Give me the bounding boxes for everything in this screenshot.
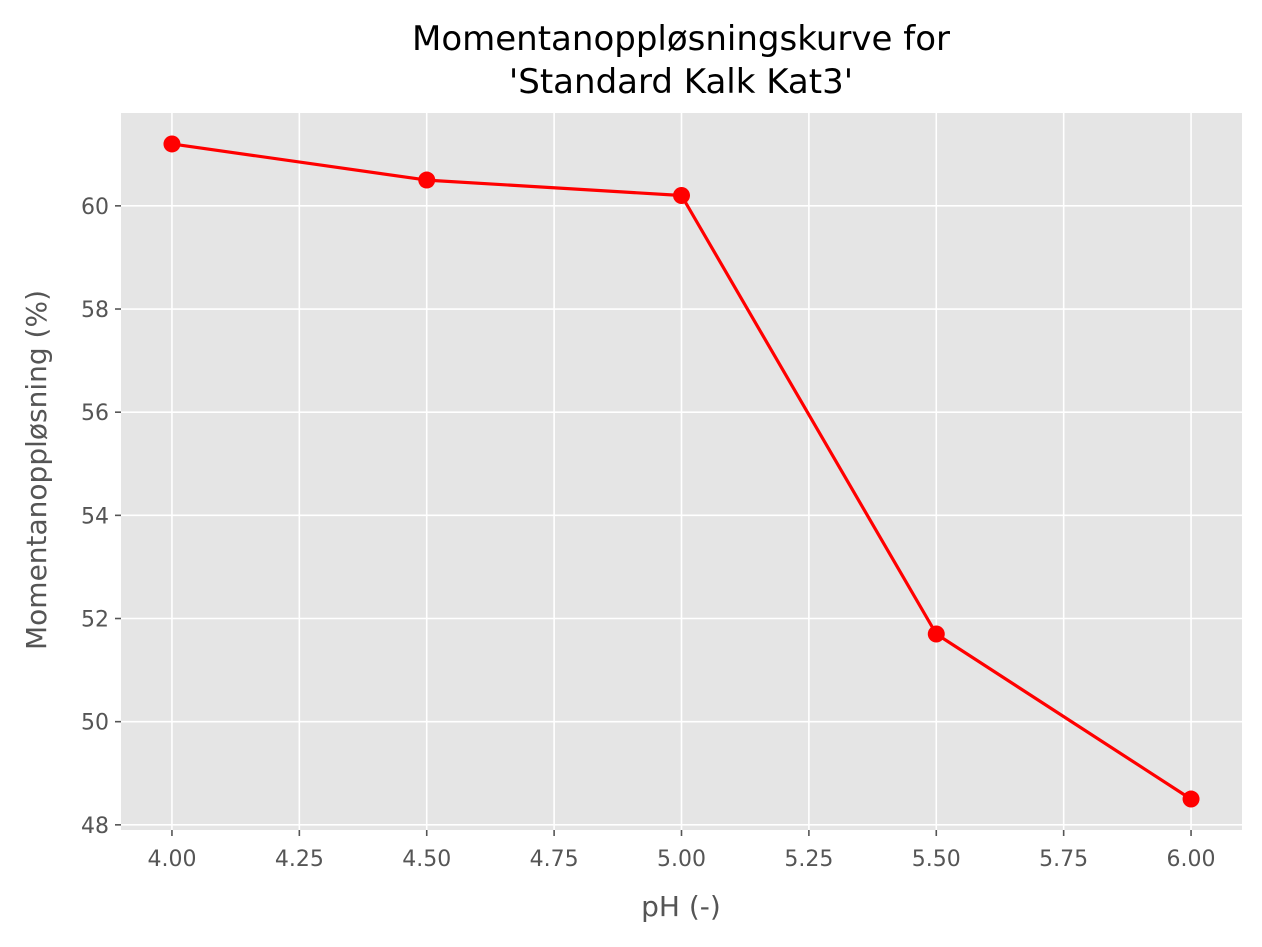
y-tick-label: 52 <box>81 608 109 633</box>
y-axis-label: Momentanoppløsning (%) <box>20 290 53 650</box>
x-tick-label: 4.25 <box>275 847 324 872</box>
chart-title-line-2: 'Standard Kalk Kat3' <box>509 62 853 102</box>
x-tick-label: 5.75 <box>1039 847 1088 872</box>
x-tick-label: 4.50 <box>402 847 451 872</box>
data-point <box>418 171 436 189</box>
y-tick-label: 56 <box>81 401 109 426</box>
series-layer <box>163 135 1200 808</box>
x-axis-label: pH (-) <box>641 890 721 923</box>
y-tick-label: 48 <box>81 814 109 839</box>
data-point <box>673 187 690 205</box>
y-tick-label: 50 <box>81 711 109 736</box>
y-tick-label: 58 <box>81 298 109 323</box>
y-tick-label: 54 <box>81 504 109 529</box>
data-point <box>1182 790 1200 808</box>
x-tick-label: 5.00 <box>657 847 706 872</box>
grid-lines <box>121 113 1242 830</box>
x-tick-label: 6.00 <box>1167 847 1216 872</box>
data-point <box>163 135 181 153</box>
x-tick-label: 4.75 <box>530 847 579 872</box>
axis-ticks: 4.00 4.25 4.50 4.75 5.00 5.25 5.50 5.75 6.00 48 50… <box>81 195 1216 872</box>
y-tick-label: 60 <box>81 195 109 220</box>
x-tick-label: 4.00 <box>147 847 196 872</box>
x-tick-label: 5.50 <box>912 847 961 872</box>
data-point <box>927 625 945 643</box>
x-tick-label: 5.25 <box>784 847 833 872</box>
chart-title-line-1: Momentanoppløsningskurve for <box>412 19 950 59</box>
